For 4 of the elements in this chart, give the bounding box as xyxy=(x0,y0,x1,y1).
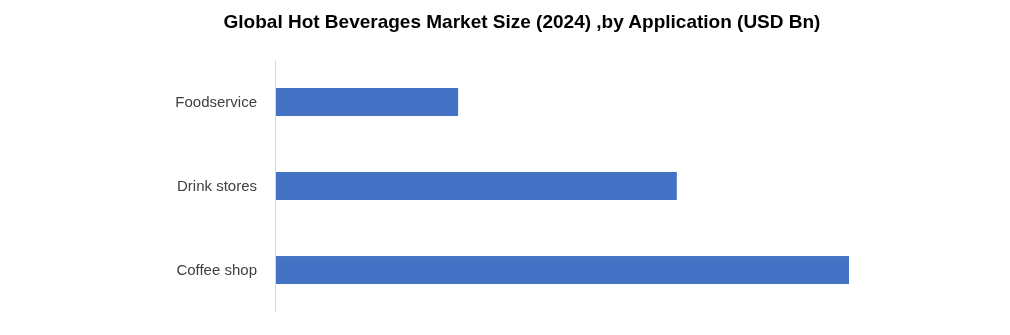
y-tick-label: Coffee shop xyxy=(176,260,257,278)
y-tick-label: Drink stores xyxy=(176,176,257,194)
y-tick-label: Foodservice xyxy=(175,92,257,110)
chart-title: Global Hot Beverages Market Size (2024) ,by Application (USD Bn) xyxy=(223,11,821,32)
